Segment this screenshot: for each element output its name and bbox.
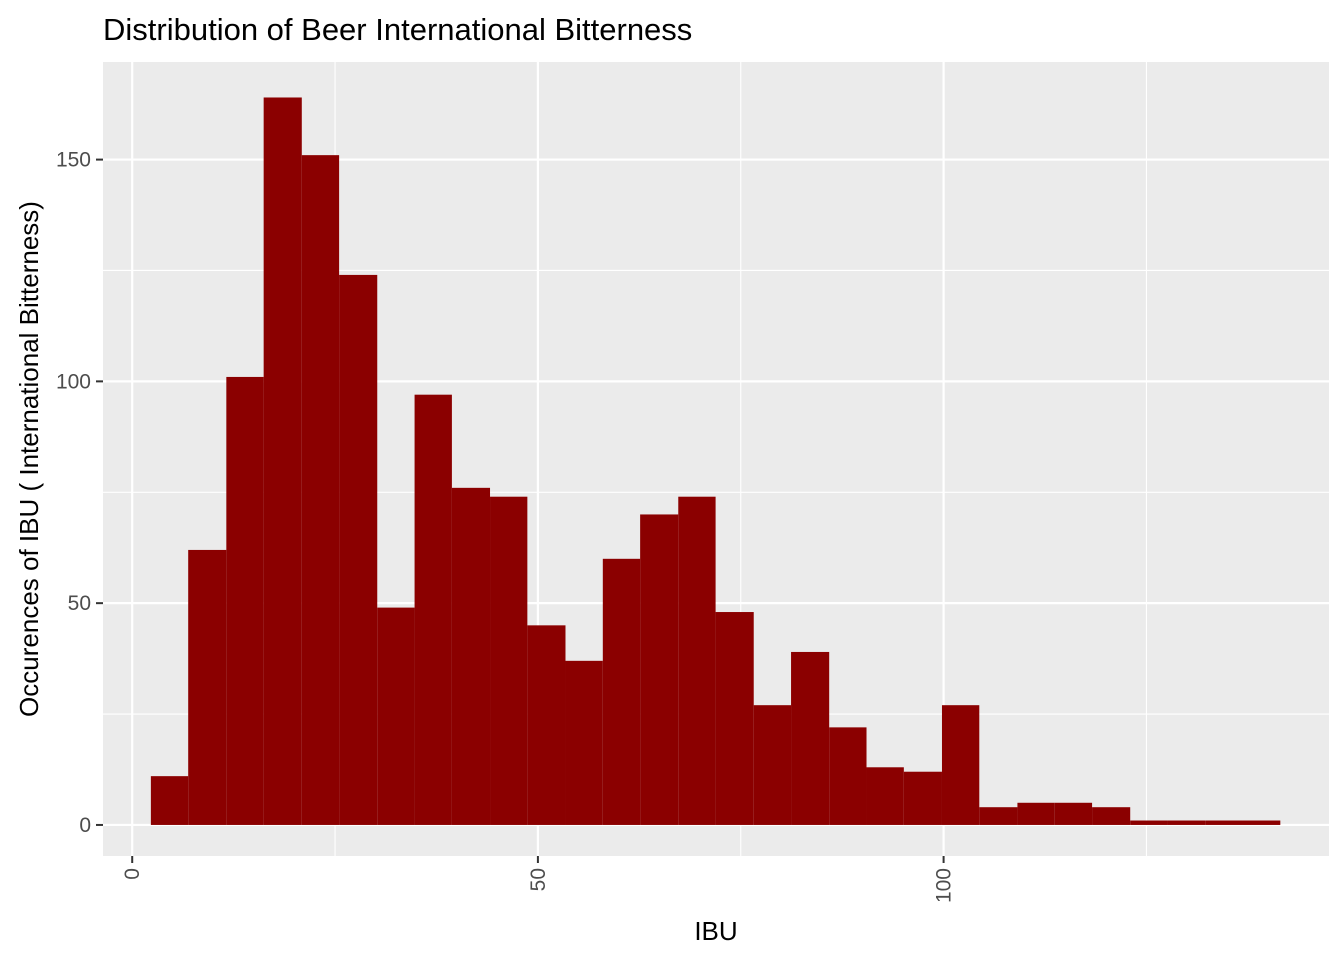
- histogram-bar: [1017, 802, 1055, 825]
- histogram-bar: [1092, 807, 1131, 825]
- histogram-bar: [602, 558, 641, 825]
- histogram-bar: [1130, 820, 1168, 825]
- y-tick-label: 0: [79, 814, 91, 837]
- histogram-bar: [565, 660, 603, 825]
- histogram-bar: [829, 727, 867, 825]
- y-tick-label: 150: [56, 149, 91, 172]
- y-tick-label: 50: [68, 592, 91, 615]
- chart-title: Distribution of Beer International Bitte…: [103, 12, 692, 47]
- y-axis-title: Occurences of IBU ( International Bitter…: [14, 201, 44, 717]
- histogram-bars: [150, 97, 1281, 825]
- y-axis: 0 50 100 150: [56, 149, 103, 837]
- histogram-bar: [941, 705, 980, 825]
- histogram-bar: [1205, 820, 1243, 825]
- histogram-bar: [226, 376, 264, 825]
- histogram-bar: [715, 612, 754, 825]
- histogram-bar: [451, 487, 491, 825]
- histogram-bar: [301, 155, 340, 825]
- histogram-bar: [1242, 820, 1281, 825]
- x-tick-label: 50: [527, 868, 550, 891]
- histogram-bar: [866, 767, 904, 825]
- histogram-bar: [527, 625, 566, 825]
- histogram-bar: [979, 807, 1018, 825]
- x-axis-title: IBU: [694, 916, 737, 946]
- histogram-bar: [188, 549, 227, 825]
- histogram-bar: [1167, 820, 1206, 825]
- x-axis: 0 50 100: [121, 856, 956, 903]
- histogram-bar: [414, 394, 452, 825]
- histogram-bar: [753, 705, 792, 825]
- histogram-bar: [339, 274, 378, 825]
- histogram-bar: [903, 771, 942, 825]
- histogram-bar: [490, 496, 528, 825]
- x-tick-label: 100: [933, 868, 956, 903]
- histogram-bar: [791, 651, 830, 825]
- y-tick-label: 100: [56, 370, 91, 393]
- x-tick-label: 0: [121, 868, 144, 880]
- histogram-bar: [150, 776, 189, 825]
- histogram-bar: [1054, 802, 1093, 825]
- histogram-bar: [678, 496, 716, 825]
- histogram-bar: [640, 514, 679, 825]
- histogram-bar: [263, 97, 302, 825]
- histogram-bar: [377, 607, 415, 825]
